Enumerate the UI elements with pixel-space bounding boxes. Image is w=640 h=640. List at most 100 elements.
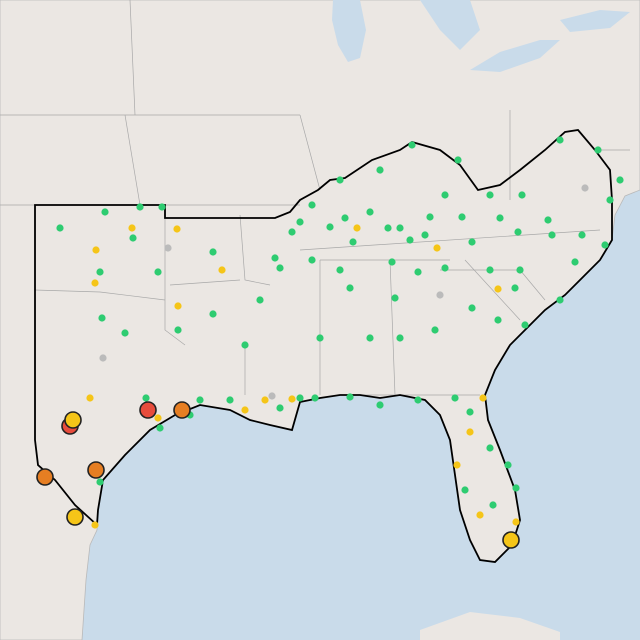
marker[interactable] — [433, 244, 441, 252]
marker[interactable] — [336, 176, 344, 184]
marker[interactable] — [571, 258, 579, 266]
marker[interactable] — [156, 424, 164, 432]
marker[interactable] — [476, 511, 484, 519]
marker[interactable] — [86, 394, 94, 402]
marker[interactable] — [349, 238, 357, 246]
marker[interactable] — [136, 203, 144, 211]
major-marker[interactable] — [66, 508, 84, 526]
marker[interactable] — [461, 486, 469, 494]
marker[interactable] — [486, 266, 494, 274]
marker[interactable] — [421, 231, 429, 239]
marker[interactable] — [288, 228, 296, 236]
marker[interactable] — [556, 136, 564, 144]
marker[interactable] — [396, 224, 404, 232]
marker[interactable] — [504, 461, 512, 469]
marker[interactable] — [276, 264, 284, 272]
marker[interactable] — [288, 395, 296, 403]
marker[interactable] — [276, 404, 284, 412]
marker[interactable] — [296, 394, 304, 402]
marker[interactable] — [494, 316, 502, 324]
marker[interactable] — [544, 216, 552, 224]
marker[interactable] — [408, 141, 416, 149]
marker[interactable] — [129, 234, 137, 242]
marker[interactable] — [256, 296, 264, 304]
marker[interactable] — [154, 414, 162, 422]
marker[interactable] — [414, 396, 422, 404]
marker[interactable] — [366, 208, 374, 216]
marker[interactable] — [391, 294, 399, 302]
marker[interactable] — [601, 241, 609, 249]
marker[interactable] — [128, 224, 136, 232]
marker[interactable] — [548, 231, 556, 239]
marker[interactable] — [494, 285, 502, 293]
marker[interactable] — [308, 201, 316, 209]
marker[interactable] — [516, 266, 524, 274]
marker[interactable] — [56, 224, 64, 232]
marker[interactable] — [174, 326, 182, 334]
marker[interactable] — [466, 428, 474, 436]
marker[interactable] — [96, 268, 104, 276]
marker[interactable] — [209, 248, 217, 256]
marker[interactable] — [173, 225, 181, 233]
marker[interactable] — [98, 314, 106, 322]
marker[interactable] — [142, 394, 150, 402]
marker[interactable] — [441, 264, 449, 272]
marker[interactable] — [453, 461, 461, 469]
marker[interactable] — [346, 393, 354, 401]
marker[interactable] — [441, 191, 449, 199]
marker[interactable] — [384, 224, 392, 232]
marker[interactable] — [316, 334, 324, 342]
marker[interactable] — [496, 214, 504, 222]
marker[interactable] — [486, 191, 494, 199]
marker[interactable] — [396, 334, 404, 342]
marker[interactable] — [556, 296, 564, 304]
major-marker[interactable] — [36, 468, 54, 486]
marker[interactable] — [336, 266, 344, 274]
marker[interactable] — [458, 213, 466, 221]
marker[interactable] — [512, 518, 520, 526]
marker[interactable] — [101, 208, 109, 216]
major-marker[interactable] — [64, 411, 82, 429]
major-marker[interactable] — [502, 531, 520, 549]
marker[interactable] — [154, 268, 162, 276]
marker[interactable] — [296, 218, 304, 226]
marker[interactable] — [436, 291, 444, 299]
marker[interactable] — [451, 394, 459, 402]
marker[interactable] — [376, 401, 384, 409]
marker[interactable] — [486, 444, 494, 452]
marker[interactable] — [388, 258, 396, 266]
marker[interactable] — [341, 214, 349, 222]
marker[interactable] — [414, 268, 422, 276]
marker[interactable] — [518, 191, 526, 199]
marker[interactable] — [91, 521, 99, 529]
marker[interactable] — [271, 254, 279, 262]
marker[interactable] — [174, 302, 182, 310]
marker[interactable] — [311, 394, 319, 402]
marker[interactable] — [268, 392, 276, 400]
marker[interactable] — [594, 146, 602, 154]
marker[interactable] — [514, 228, 522, 236]
marker[interactable] — [606, 196, 614, 204]
marker[interactable] — [196, 396, 204, 404]
marker[interactable] — [226, 396, 234, 404]
marker[interactable] — [209, 310, 217, 318]
marker[interactable] — [96, 478, 104, 486]
marker[interactable] — [99, 354, 107, 362]
marker[interactable] — [512, 484, 520, 492]
marker[interactable] — [121, 329, 129, 337]
marker[interactable] — [616, 176, 624, 184]
major-marker[interactable] — [173, 401, 191, 419]
marker[interactable] — [511, 284, 519, 292]
marker[interactable] — [218, 266, 226, 274]
marker[interactable] — [426, 213, 434, 221]
marker[interactable] — [468, 238, 476, 246]
marker[interactable] — [454, 156, 462, 164]
marker[interactable] — [366, 334, 374, 342]
marker[interactable] — [489, 501, 497, 509]
marker[interactable] — [468, 304, 476, 312]
major-marker[interactable] — [139, 401, 157, 419]
marker[interactable] — [92, 246, 100, 254]
marker[interactable] — [466, 408, 474, 416]
marker[interactable] — [308, 256, 316, 264]
marker[interactable] — [376, 166, 384, 174]
